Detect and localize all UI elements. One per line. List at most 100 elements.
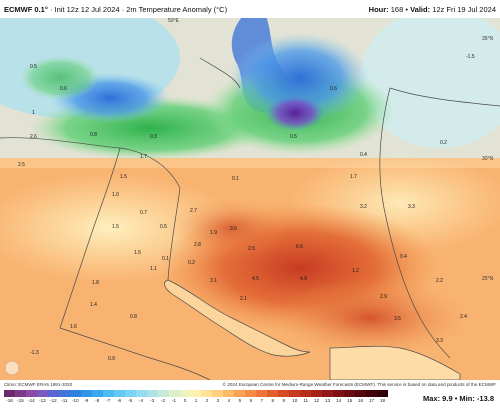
value-label: 1.4 [90,302,97,308]
valid-value: 12z Fri 19 Jul 2024 [432,4,496,14]
cold-green-far-west [20,56,100,100]
colorbar-tick-label: 6 [249,398,253,403]
value-label: 0.5 [290,134,297,140]
colorbar-tick-label: 17 [368,398,375,403]
colorbar-tick-label: -4 [139,398,144,403]
colorbar-swatch [267,390,279,397]
country-borders [0,57,500,380]
colorbar-tick-label: -7 [106,398,111,403]
value-label: 1 [32,110,35,116]
colorbar-tick-label: -9 [84,398,89,403]
value-label: 1.0 [112,192,119,198]
value-label: 1.7 [350,174,357,180]
colorbar-swatch [223,390,235,397]
climo-credit: Climo: ECMWF ERA5 1991-2020 [4,382,73,387]
header-left: ECMWF 0.1° · Init 12z 12 Jul 2024 · 2m T… [4,4,228,14]
cool-area-northeast [360,18,500,148]
colorbar-tick-label: -1 [172,398,177,403]
value-label: 0.3 [150,134,157,140]
ecmwf-credit: © 2024 European Centre for Medium-Range … [222,382,496,387]
value-label: 2.4 [460,314,467,320]
colorbar [4,390,388,397]
colorbar-tick-label: 7 [260,398,264,403]
value-label: 0.5 [160,224,167,230]
init-time: Init 12z 12 Jul 2024 [54,4,120,14]
colorbar-swatch [47,390,59,397]
colorbar-swatch [256,390,268,397]
colorbar-swatch [201,390,213,397]
temperature-anomaly-map[interactable]: 35°N 30°N 25°N 50°E 0.5 0.6 1 0.8 2.6 1.… [0,18,500,380]
colorbar-tick-label: -16 [6,398,13,403]
colorbar-tick-label: 14 [336,398,342,403]
colorbar-tick-label: -2 [161,398,166,403]
colorbar-ticks: -16 -15 -14 -13 -12 -11 -10 -9 -8 -7 -6 -5 -4 -3 -2 -1 0… [4,398,388,406]
value-label: 2.2 [436,278,443,284]
colorbar-swatch [14,390,26,397]
colorbar-swatch [91,390,103,397]
value-label: 1.2 [352,268,359,274]
colorbar-swatch [365,390,377,397]
value-label: 6.6 [296,244,303,250]
colorbar-swatch [333,390,345,397]
colorbar-swatch [80,390,92,397]
colorbar-tick-label: 0 [183,398,187,403]
colorbar-tick-label: 10 [292,398,298,403]
colorbar-swatch [245,390,257,397]
value-label: 1.5 [120,174,127,180]
value-label: 3.5 [394,316,401,322]
colorbar-swatch [289,390,301,397]
colorbar-swatch [179,390,191,397]
value-label: 0.1 [232,176,239,182]
colorbar-swatch [300,390,312,397]
value-label: 0.8 [130,314,137,320]
colorbar-tick-label: 13 [325,398,331,403]
colorbar-tick-label: -14 [28,398,35,403]
hot-area-zagros [170,198,290,258]
colorbar-tick-label: 9 [282,398,286,403]
value-label: 0.4 [400,254,407,260]
value-label: -1.3 [30,350,39,356]
value-label: 3.3 [408,204,415,210]
colorbar-tick-label: 2 [205,398,209,403]
colorbar-tick-label: -8 [95,398,100,403]
colorbar-swatch [25,390,37,397]
valid-label: Valid: [410,4,431,14]
value-labels: 0.5 0.6 1 0.8 2.6 1.7 2.5 0.3 1.5 1.0 1.… [18,54,475,362]
value-label: 0.2 [188,260,195,266]
lat-label-35: 35°N [482,36,494,42]
colorbar-tick-label: 15 [347,398,353,403]
value-label: 2.6 [30,134,37,140]
value-label: 4.9 [300,276,307,282]
colorbar-swatch [322,390,334,397]
value-label: 0.7 [140,210,147,216]
variable-name: 2m Temperature Anomaly (°C) [126,4,228,14]
hour-value: 168 [390,4,404,14]
value-label: 2.1 [240,296,247,302]
persian-gulf [164,279,311,357]
colorbar-tick-label: 1 [194,398,198,403]
colorbar-tick-label: 16 [358,398,364,403]
value-label: 1.5 [134,250,141,256]
colorbar-swatch [234,390,246,397]
colorbar-tick-label: -10 [71,398,79,403]
value-label: 3.1 [210,278,217,284]
lon-label-50: 50°E [168,18,180,24]
colorbar-swatch [190,390,202,397]
colorbar-tick-label: -11 [61,398,68,403]
colorbar-swatch [344,390,355,397]
value-label: 1.8 [92,280,99,286]
value-label: 2.5 [18,162,25,168]
colorbar-tick-label: 5 [238,398,242,403]
colorbar-swatch [311,390,323,397]
colorbar-tick-label: -5 [128,398,133,403]
colorbar-swatch [355,390,366,397]
value-label: 0.2 [440,140,447,146]
colorbar-tick-label: 3 [216,398,220,403]
map-canvas: 35°N 30°N 25°N 50°E 0.5 0.6 1 0.8 2.6 1.… [0,18,500,380]
colorbar-tick-label: -13 [39,398,46,403]
colorbar-swatch [113,390,125,397]
value-label: 3.3 [436,338,443,344]
colorbar-swatch [168,390,180,397]
colorbar-tick-label: -12 [50,398,57,403]
colorbar-tick-label: 11 [303,398,309,403]
